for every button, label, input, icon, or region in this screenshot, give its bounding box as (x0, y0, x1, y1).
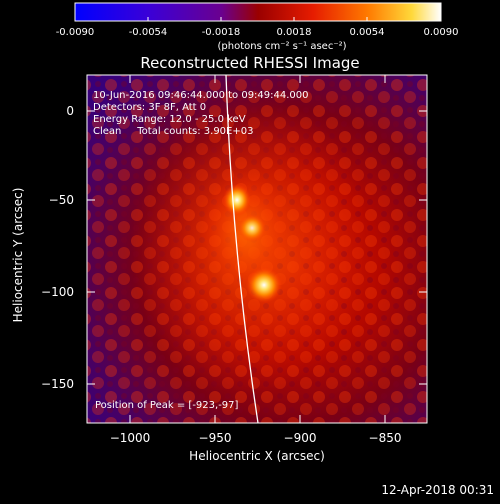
colorbar-tick-label: -0.0054 (129, 27, 168, 38)
colorbar-tick-label: -0.0090 (56, 27, 95, 38)
x-tick-label: −1000 (110, 431, 151, 445)
solar-limb-line (225, 75, 259, 423)
x-tick-label: −900 (284, 431, 317, 445)
reconstructed-image (87, 75, 427, 423)
x-tick-label: −950 (199, 431, 232, 445)
colorbar-ticks (74, 17, 442, 21)
y-tick-label: −100 (41, 285, 74, 299)
colorbar-tick-label: 0.0018 (277, 27, 312, 38)
image-title: Reconstructed RHESSI Image (140, 54, 359, 72)
peak-position: Position of Peak = [-923,-97] (95, 400, 239, 411)
plot-frame (86, 74, 428, 424)
y-tick-label: −50 (49, 193, 74, 207)
y-tick-label: 0 (66, 104, 74, 118)
colorbar (74, 2, 442, 22)
x-tick-label: −850 (369, 431, 402, 445)
x-axis-ticks (129, 75, 386, 423)
y-axis-ticks (87, 110, 427, 385)
energy-range: Energy Range: 12.0 - 25.0 keV (93, 114, 246, 125)
colorbar-tick-label: 0.0090 (424, 27, 459, 38)
footer-date: 12-Apr-2018 00:31 (381, 483, 494, 497)
x-axis-label: Heliocentric X (arcsec) (189, 449, 325, 463)
clean-info: Clean Total counts: 3.90E+03 (93, 126, 253, 137)
y-tick-label: −150 (41, 377, 74, 391)
time-range: 10-Jun-2016 09:46:44.000 to 09:49:44.000 (93, 90, 309, 101)
colorbar-tick-label: -0.0018 (202, 27, 241, 38)
colorbar-tick-label: 0.0054 (350, 27, 385, 38)
y-axis-label: Heliocentric Y (arcsec) (11, 188, 25, 323)
colorbar-unit-label: (photons cm⁻² s⁻¹ asec⁻²) (217, 41, 346, 52)
detectors-info: Detectors: 3F 8F, Att 0 (93, 102, 206, 113)
